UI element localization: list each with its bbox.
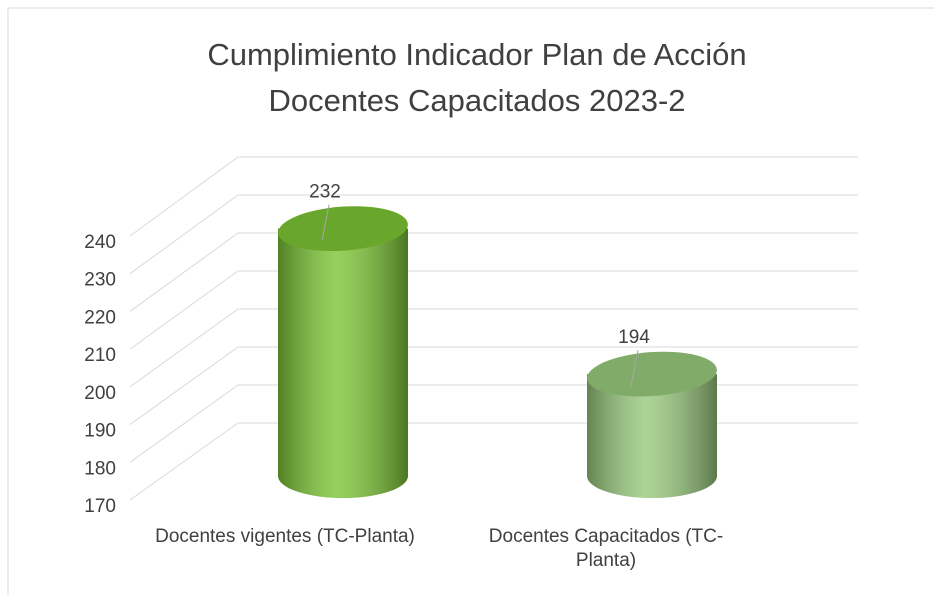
value-label: 194 xyxy=(618,327,650,348)
chart-title: Cumplimiento Indicador Plan de Acción xyxy=(207,37,746,72)
cylinder-top-shade xyxy=(587,351,717,397)
leader-line xyxy=(630,350,639,387)
cylinder-shade xyxy=(278,228,408,498)
grid-line xyxy=(129,156,239,237)
grid-line xyxy=(129,384,239,463)
y-tick-label: 220 xyxy=(84,307,116,328)
y-tick-label: 170 xyxy=(84,496,116,517)
cylinder-shade xyxy=(587,374,717,498)
grid-line xyxy=(129,194,239,275)
y-tick-label: 180 xyxy=(84,458,116,479)
leader-line xyxy=(321,204,330,241)
x-tick-label: Docentes vigentes (TC-Planta) xyxy=(155,526,415,547)
chart-title: Docentes Capacitados 2023-2 xyxy=(268,83,685,118)
y-tick-label: 210 xyxy=(84,345,116,366)
grid-line xyxy=(129,346,239,425)
x-tick-label: Docentes Capacitados (TC-Planta) xyxy=(488,526,724,571)
grid-line xyxy=(129,232,239,312)
cylinder-top xyxy=(278,206,408,252)
grid-line xyxy=(129,308,239,388)
y-tick-label: 200 xyxy=(84,383,116,404)
cylinder-top-shade xyxy=(278,206,408,252)
value-label: 232 xyxy=(309,182,341,203)
grid-line xyxy=(129,270,239,350)
grid-line xyxy=(129,422,239,501)
chart-frame xyxy=(7,7,934,595)
y-tick-label: 240 xyxy=(84,232,116,253)
cylinder-top xyxy=(587,351,717,397)
y-tick-label: 230 xyxy=(84,270,116,291)
y-tick-label: 190 xyxy=(84,421,116,442)
